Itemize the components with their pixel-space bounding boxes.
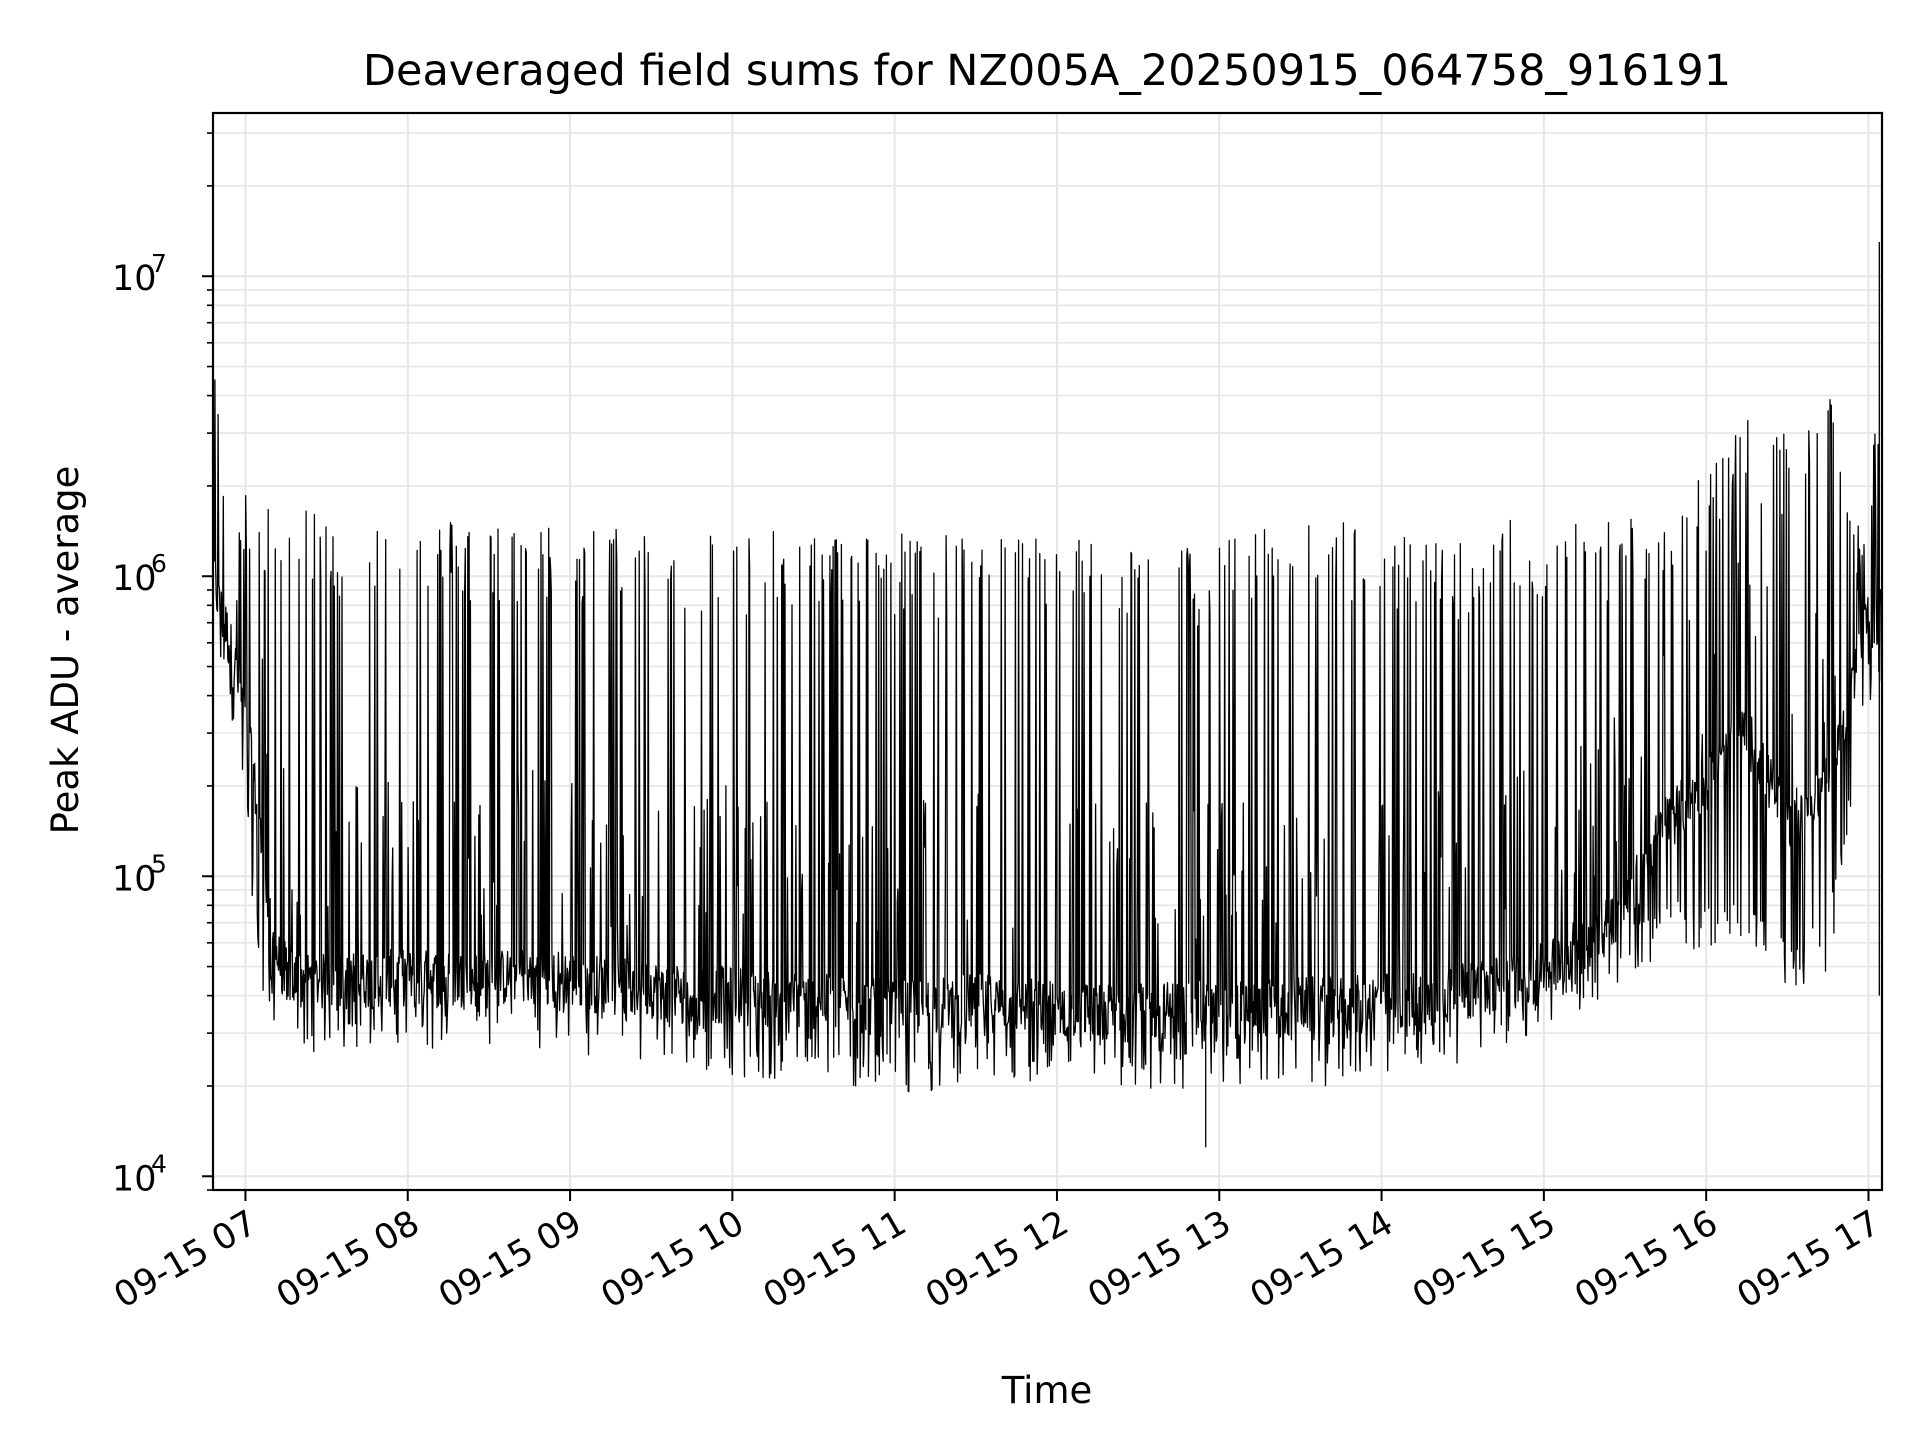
y-tick-label-exponent: 4 — [151, 1149, 167, 1178]
x-axis-label: Time — [1001, 1369, 1093, 1412]
series-trace — [212, 242, 1883, 1148]
y-tick-label: 10 — [112, 259, 157, 299]
y-tick-label: 10 — [112, 1159, 157, 1199]
y-tick-label: 10 — [112, 859, 157, 899]
y-tick-label-exponent: 5 — [151, 849, 167, 878]
y-tick-label-exponent: 7 — [151, 249, 167, 278]
y-tick-label: 10 — [112, 559, 157, 599]
y-axis-label: Peak ADU - average — [44, 466, 87, 835]
plot-frame — [211, 111, 1884, 1192]
chart-title: Deaveraged field sums for NZ005A_2025091… — [363, 46, 1731, 96]
series-line — [212, 242, 1883, 1148]
y-tick-label-exponent: 6 — [151, 549, 167, 578]
